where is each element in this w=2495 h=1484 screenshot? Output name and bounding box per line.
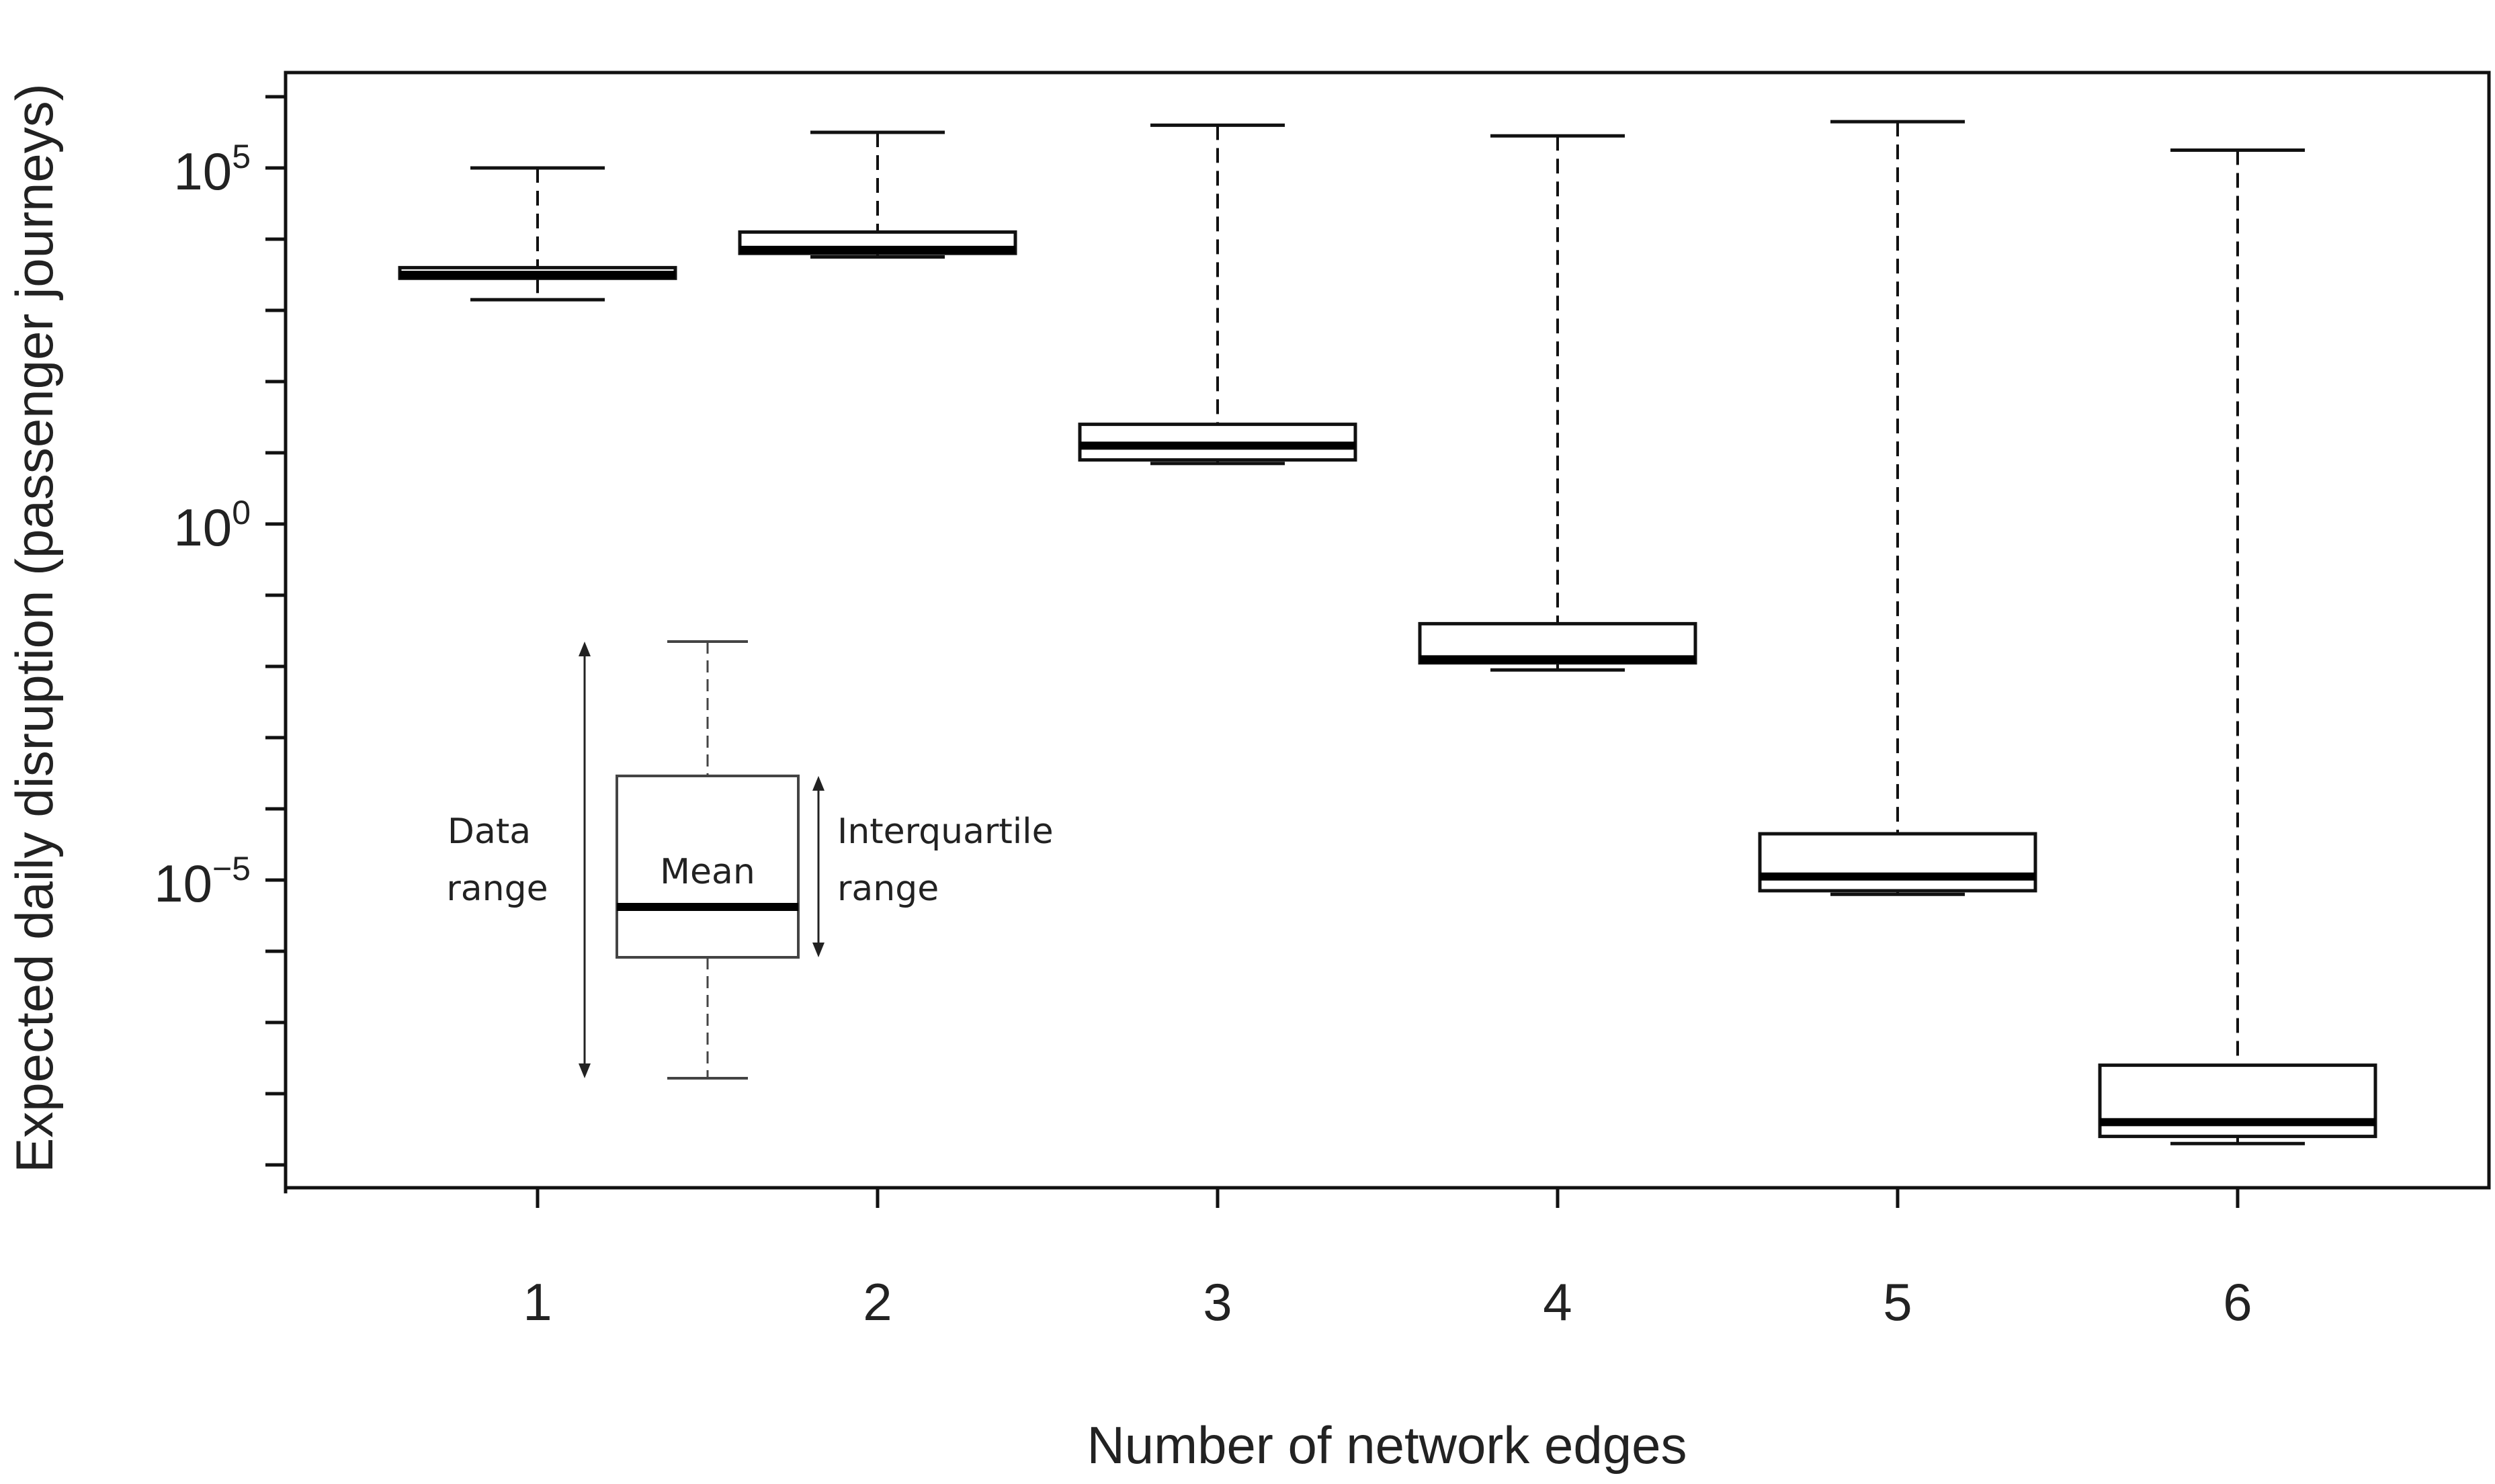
legend-iqr-label: range [837, 869, 939, 909]
y-tick-base: 10 [173, 142, 232, 201]
legend-iqr-label: Interquartile [837, 812, 1054, 852]
y-tick-base: 10 [154, 854, 212, 913]
legend-data-range-label: Data [448, 812, 531, 852]
data-range-arrow-head-up [579, 642, 591, 656]
x-tick-label: 4 [1543, 1272, 1572, 1332]
legend-mean-label: Mean [660, 852, 755, 892]
x-tick-label: 1 [523, 1272, 552, 1332]
box-series [398, 120, 2377, 1145]
data-range-arrow-head-down [579, 1063, 591, 1078]
box-3 [1078, 123, 1357, 466]
x-tick-label: 6 [2223, 1272, 2252, 1332]
box-2 [738, 130, 1017, 259]
y-tick-label: 10−5 [154, 850, 251, 913]
x-tick-label: 2 [863, 1272, 892, 1332]
iqr-arrow-head-down [812, 943, 824, 957]
y-tick-label: 105 [173, 138, 251, 201]
y-tick-base: 10 [173, 498, 232, 557]
box-6 [2098, 148, 2377, 1145]
iqr-arrow-head-up [812, 776, 824, 791]
x-tick-label: 5 [1883, 1272, 1912, 1332]
legend-key: Data range Mean Interquartile range [446, 640, 1054, 1080]
y-tick-exponent: 5 [232, 138, 251, 175]
x-axis: 1 2 3 4 5 6 [523, 1186, 2252, 1332]
box-1 [398, 166, 677, 302]
y-tick-exponent: −5 [212, 850, 251, 887]
legend-box [616, 775, 800, 959]
box-5 [1758, 120, 2037, 896]
y-tick-exponent: 0 [232, 494, 251, 531]
legend-data-range-label: range [446, 869, 548, 909]
x-tick-label: 3 [1203, 1272, 1232, 1332]
plot-frame [284, 71, 2491, 1190]
y-axis-title: Expected daily disruption (passenger jou… [5, 83, 64, 1173]
x-axis-title: Number of network edges [1087, 1415, 1687, 1475]
box-4 [1418, 134, 1697, 672]
y-tick-label: 100 [173, 494, 251, 557]
box-iqr [1758, 832, 2037, 893]
